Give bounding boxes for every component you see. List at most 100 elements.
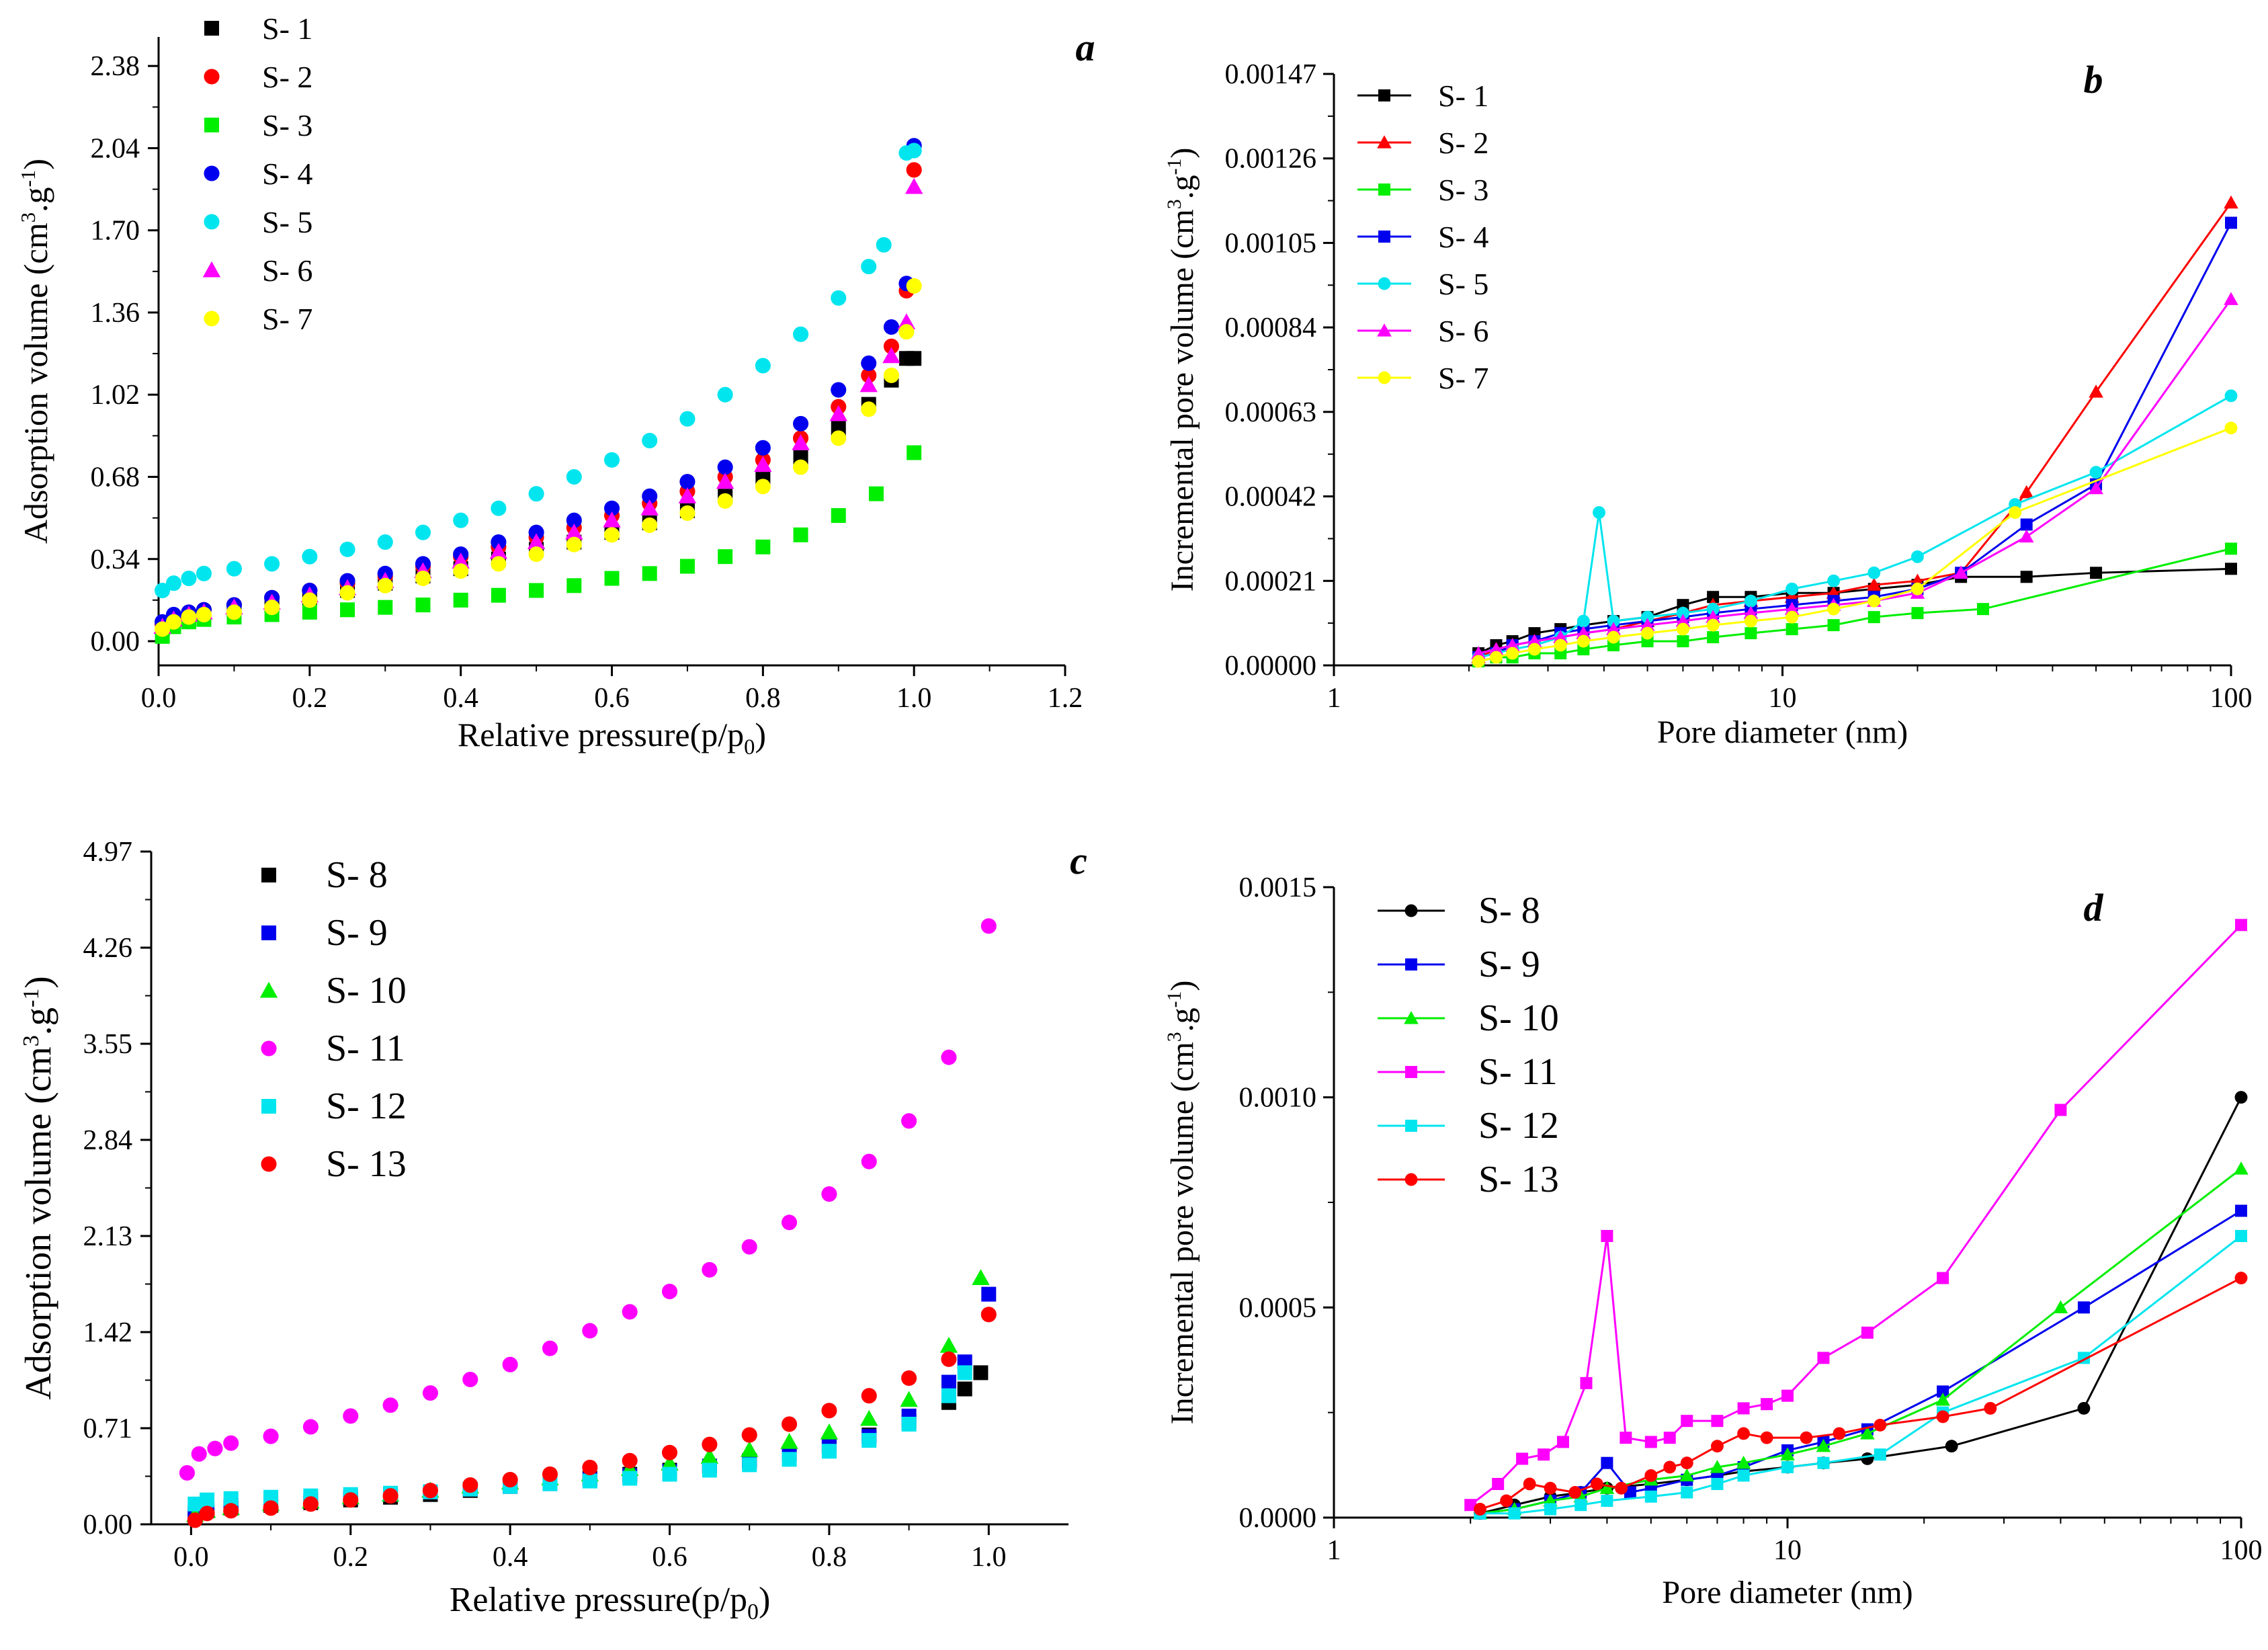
data-point bbox=[1676, 622, 1689, 636]
data-point bbox=[1663, 1460, 1677, 1474]
data-point bbox=[1607, 630, 1620, 644]
data-point bbox=[378, 600, 393, 615]
y-tick-label: 0.71 bbox=[83, 1413, 133, 1444]
x-tick-label: 0.6 bbox=[652, 1542, 687, 1573]
data-point bbox=[1827, 574, 1841, 587]
y-tick-label: 0.00000 bbox=[1225, 651, 1317, 682]
legend-item: S- 13 bbox=[261, 1143, 407, 1185]
panel-b-pore-distribution: 0.00000 0.00021 0.00042 0.00063 0.00084 0.001… bbox=[1163, 58, 2253, 750]
data-point bbox=[302, 1496, 319, 1512]
data-point bbox=[868, 486, 884, 501]
data-point bbox=[1527, 634, 1542, 647]
data-point bbox=[1663, 1432, 1676, 1444]
y-tick-label: 0.00147 bbox=[1225, 59, 1317, 90]
x-axis-title-sub: 0 bbox=[744, 735, 755, 759]
legend-item: S- 1 bbox=[204, 11, 312, 46]
data-point bbox=[2089, 481, 2103, 495]
data-point bbox=[1615, 1481, 1628, 1495]
data-point bbox=[377, 534, 393, 550]
y-tick-label: 0.34 bbox=[91, 544, 140, 575]
y-tick-label: 0.00 bbox=[91, 626, 140, 657]
data-point bbox=[527, 533, 546, 550]
data-point bbox=[754, 456, 772, 472]
data-point bbox=[900, 1391, 918, 1407]
y-tick-label: 4.97 bbox=[83, 837, 133, 868]
data-point bbox=[1544, 1481, 1557, 1495]
y-axis-title-sup: -1 bbox=[19, 989, 44, 1007]
data-point bbox=[2225, 563, 2237, 575]
data-point bbox=[528, 546, 544, 563]
legend-marker bbox=[1378, 277, 1391, 290]
data-point bbox=[339, 541, 355, 557]
data-point bbox=[862, 1433, 877, 1448]
y-axis-title-part: ) bbox=[1165, 148, 1200, 159]
data-point bbox=[582, 1459, 598, 1475]
x-axis-title: Pore diameter (nm) bbox=[1657, 714, 1908, 750]
data-point bbox=[901, 1416, 917, 1432]
data-point bbox=[1492, 1477, 1505, 1490]
data-point bbox=[343, 1408, 359, 1424]
legend-marker bbox=[204, 311, 220, 327]
data-point bbox=[187, 1512, 203, 1528]
x-tick-label: 10 bbox=[1773, 1535, 1802, 1566]
data-point bbox=[1706, 610, 1720, 623]
legend-label: S- 12 bbox=[326, 1085, 407, 1127]
data-point bbox=[1737, 1402, 1750, 1415]
data-point bbox=[264, 556, 280, 572]
legend-item: S- 1 bbox=[1357, 79, 1488, 113]
data-point bbox=[1640, 618, 1655, 631]
x-axis-title-part: ) bbox=[755, 716, 766, 753]
y-axis-title-part: Incremental pore volume (cm bbox=[1165, 209, 1200, 591]
data-point bbox=[782, 1452, 797, 1467]
data-point bbox=[1710, 1440, 1724, 1453]
data-point bbox=[1707, 591, 1720, 604]
y-axis-title: Adsorption volume (cm3.g-1) bbox=[16, 159, 54, 544]
data-point bbox=[679, 505, 696, 521]
data-point bbox=[741, 1441, 759, 1457]
legend-marker bbox=[1377, 135, 1392, 149]
data-point bbox=[566, 512, 582, 528]
y-tick-label: 2.13 bbox=[83, 1221, 133, 1252]
y-tick-label: 0.00105 bbox=[1225, 228, 1317, 259]
series-s-11 bbox=[1464, 919, 2247, 1512]
data-point bbox=[2020, 518, 2033, 531]
data-point bbox=[566, 578, 582, 593]
y-axis-title-sup: 3 bbox=[1163, 199, 1185, 209]
data-point bbox=[1711, 1415, 1724, 1428]
panel-letter: c bbox=[1070, 839, 1087, 882]
data-point bbox=[717, 459, 733, 475]
data-point bbox=[165, 614, 182, 630]
y-tick-label: 2.38 bbox=[91, 51, 140, 82]
legend-marker bbox=[204, 165, 220, 181]
data-point bbox=[1505, 638, 1520, 651]
legend-label: S- 8 bbox=[1478, 890, 1540, 932]
x-axis-title-part: ) bbox=[759, 1581, 770, 1619]
data-point bbox=[1607, 614, 1620, 628]
data-point bbox=[2019, 485, 2034, 499]
data-point bbox=[1817, 1456, 1830, 1469]
y-axis-title-part: ) bbox=[17, 976, 58, 988]
data-point bbox=[302, 1419, 319, 1435]
legend-label: S- 10 bbox=[1478, 997, 1559, 1039]
data-point bbox=[1744, 614, 1757, 628]
data-point bbox=[302, 604, 317, 620]
data-point bbox=[1827, 602, 1841, 616]
data-point bbox=[415, 570, 431, 587]
data-point bbox=[462, 1371, 478, 1388]
data-point bbox=[1644, 1469, 1658, 1482]
legend-item: S- 8 bbox=[1378, 890, 1540, 932]
data-point bbox=[1538, 1448, 1550, 1461]
data-point bbox=[792, 415, 809, 431]
data-point bbox=[1576, 626, 1591, 639]
data-point bbox=[860, 1409, 878, 1426]
data-point bbox=[1675, 614, 1691, 627]
data-point bbox=[2077, 1401, 2091, 1415]
data-point bbox=[883, 319, 899, 335]
data-point bbox=[542, 1340, 558, 1356]
data-point bbox=[883, 338, 899, 354]
y-tick-label: 0.00021 bbox=[1225, 566, 1317, 597]
y-tick-label: 2.04 bbox=[91, 133, 140, 164]
y-tick-label: 0.00084 bbox=[1225, 313, 1317, 343]
data-point bbox=[2234, 1161, 2249, 1175]
